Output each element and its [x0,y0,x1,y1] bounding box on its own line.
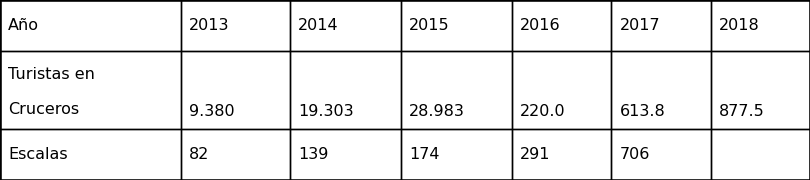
Text: 174: 174 [409,147,440,162]
Text: 291: 291 [520,147,551,162]
Text: 2013: 2013 [189,18,229,33]
Text: Cruceros: Cruceros [8,102,79,117]
Text: 706: 706 [620,147,650,162]
Bar [710,0,810,51]
Bar [512,0,612,51]
Text: 139: 139 [298,147,329,162]
Bar [290,51,401,129]
Bar [181,129,290,180]
Text: 2016: 2016 [520,18,561,33]
Bar [512,51,612,129]
Text: 220.0: 220.0 [520,104,566,119]
Text: 2018: 2018 [718,18,760,33]
Bar [512,129,612,180]
Bar [401,129,512,180]
Text: 2014: 2014 [298,18,339,33]
Bar [612,51,710,129]
Text: 82: 82 [189,147,209,162]
Text: 28.983: 28.983 [409,104,465,119]
Bar [612,129,710,180]
Bar [612,0,710,51]
Text: 9.380: 9.380 [189,104,235,119]
Bar [290,0,401,51]
Bar [181,0,290,51]
Text: Escalas: Escalas [8,147,68,162]
Text: 613.8: 613.8 [620,104,665,119]
Bar [0,51,181,129]
Bar [401,0,512,51]
Bar [290,129,401,180]
Text: 2015: 2015 [409,18,450,33]
Bar [710,129,810,180]
Text: 2017: 2017 [620,18,660,33]
Bar [181,51,290,129]
Bar [0,0,181,51]
Text: Año: Año [8,18,39,33]
Text: 877.5: 877.5 [718,104,765,119]
Text: Turistas en: Turistas en [8,67,95,82]
Bar [710,51,810,129]
Bar [0,129,181,180]
Text: 19.303: 19.303 [298,104,354,119]
Bar [401,51,512,129]
